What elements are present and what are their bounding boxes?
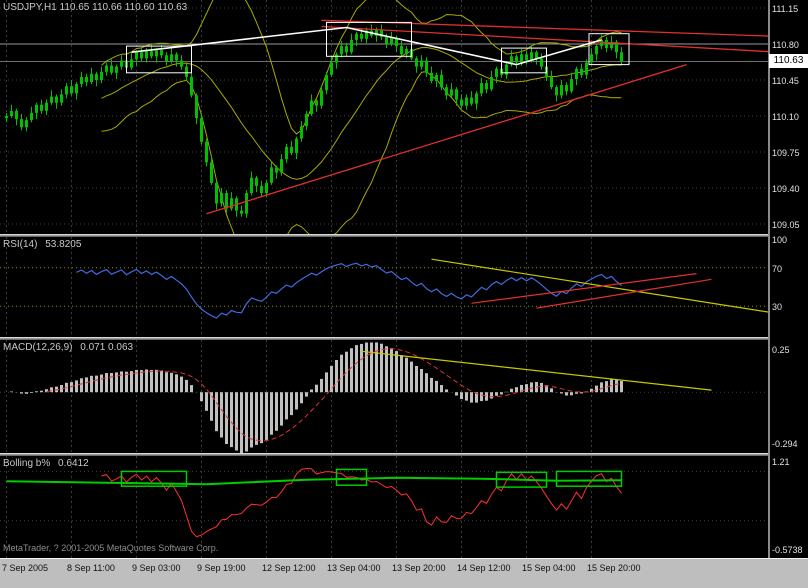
time-tick-label: 13 Sep 04:00 bbox=[327, 563, 381, 573]
rsi-indicator-panel[interactable] bbox=[0, 237, 768, 337]
panel-splitter[interactable] bbox=[0, 453, 768, 456]
current-price-tag: 110.63 bbox=[769, 54, 808, 68]
time-tick-label: 15 Sep 20:00 bbox=[587, 563, 641, 573]
price-axis-separator bbox=[768, 0, 770, 558]
price-tick-label: 100 bbox=[772, 235, 788, 245]
symbol-quote-text: USDJPY,H1 110.65 110.66 110.60 110.63 bbox=[3, 2, 188, 13]
time-tick-label: 14 Sep 12:00 bbox=[457, 563, 511, 573]
panel-splitter[interactable] bbox=[0, 337, 768, 340]
price-tick-label: 1.21 bbox=[772, 457, 790, 467]
price-tick-label: 109.75 bbox=[772, 148, 800, 158]
rsi-label: RSI(14) 53.8205 bbox=[3, 239, 81, 250]
time-tick-label: 7 Sep 2005 bbox=[2, 563, 49, 573]
price-tick-label: 110.10 bbox=[772, 112, 799, 122]
bpct-name: Bolling b% bbox=[3, 458, 51, 469]
price-tick-label: 110.80 bbox=[772, 40, 799, 50]
price-tick-label: 109.05 bbox=[772, 220, 800, 230]
price-tick-label: 0.25 bbox=[772, 345, 790, 355]
bollinger-bpct-indicator-panel[interactable] bbox=[0, 456, 768, 558]
bpct-value: 0.6412 bbox=[58, 458, 89, 469]
panel-splitter[interactable] bbox=[0, 234, 768, 237]
price-tick-label: -0.294 bbox=[772, 439, 798, 449]
price-tick-label: 110.45 bbox=[772, 76, 799, 86]
time-tick-label: 13 Sep 20:00 bbox=[392, 563, 446, 573]
macd-indicator-panel[interactable] bbox=[0, 340, 768, 453]
price-tick-label: -0.5738 bbox=[772, 545, 803, 555]
time-tick-label: 9 Sep 03:00 bbox=[132, 563, 181, 573]
rsi-name: RSI(14) bbox=[3, 239, 38, 250]
symbol-quote-label: USDJPY,H1 110.65 110.66 110.60 110.63 bbox=[3, 2, 187, 13]
price-tick-label: 111.15 bbox=[772, 4, 799, 14]
price-axis[interactable]: 111.15 110.80 110.45 110.10 109.75 109.40 109.… bbox=[770, 0, 808, 558]
macd-label: MACD(12,26,9) 0.071 0.063 bbox=[3, 342, 133, 353]
price-tick-label: 109.40 bbox=[772, 184, 800, 194]
main-price-chart[interactable] bbox=[0, 0, 768, 234]
bpct-label: Bolling b% 0.6412 bbox=[3, 458, 89, 469]
price-tick-label: 30 bbox=[772, 302, 783, 312]
time-tick-label: 8 Sep 11:00 bbox=[67, 563, 115, 573]
time-axis[interactable]: 7 Sep 2005 8 Sep 11:00 9 Sep 03:00 9 Sep 19… bbox=[0, 558, 808, 588]
copyright-watermark: MetaTrader, ? 2001-2005 MetaQuotes Softw… bbox=[3, 543, 219, 553]
macd-values: 0.071 0.063 bbox=[80, 342, 134, 353]
time-tick-label: 15 Sep 04:00 bbox=[522, 563, 576, 573]
macd-name: MACD(12,26,9) bbox=[3, 342, 73, 353]
time-tick-label: 9 Sep 19:00 bbox=[197, 563, 246, 573]
rsi-value: 53.8205 bbox=[45, 239, 82, 250]
time-tick-label: 12 Sep 12:00 bbox=[262, 563, 316, 573]
price-tick-label: 70 bbox=[772, 264, 783, 274]
